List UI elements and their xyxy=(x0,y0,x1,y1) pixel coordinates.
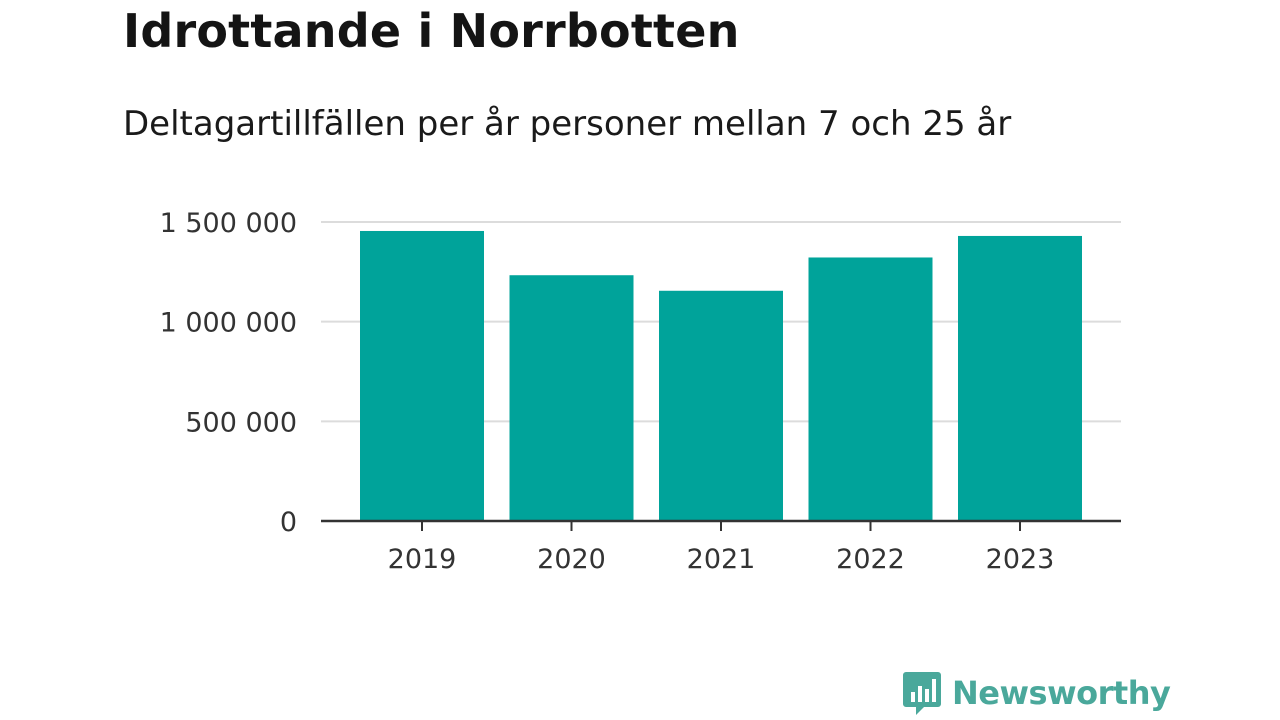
bars xyxy=(360,230,1082,521)
bar-2022 xyxy=(808,257,933,521)
bar-2020 xyxy=(509,275,634,521)
newsworthy-bar-chart-logo-icon xyxy=(903,672,941,715)
x-tick-label: 2019 xyxy=(388,544,457,575)
bar-2019 xyxy=(360,230,484,521)
y-tick-label: 1 000 000 xyxy=(160,308,297,339)
x-axis-ticks: 2019 2020 2021 2022 2023 xyxy=(388,521,1055,575)
bar-2023 xyxy=(958,235,1082,521)
chart-title: Idrottande i Norrbotten xyxy=(123,4,740,58)
y-tick-label: 500 000 xyxy=(185,407,297,438)
chart-subtitle: Deltagartillfällen per år personer mella… xyxy=(123,104,1012,144)
y-tick-label: 0 xyxy=(280,507,297,538)
x-tick-label: 2022 xyxy=(836,544,905,575)
x-tick-label: 2021 xyxy=(687,544,756,575)
brand-name: Newsworthy xyxy=(952,674,1171,712)
x-tick-label: 2020 xyxy=(537,544,606,575)
x-tick-label: 2023 xyxy=(986,544,1055,575)
bar-2021 xyxy=(659,290,783,521)
y-axis-ticks: 0 500 000 1 000 000 1 500 000 xyxy=(160,208,297,538)
brand-logo: Newsworthy xyxy=(902,670,1171,716)
y-tick-label: 1 500 000 xyxy=(160,208,297,239)
